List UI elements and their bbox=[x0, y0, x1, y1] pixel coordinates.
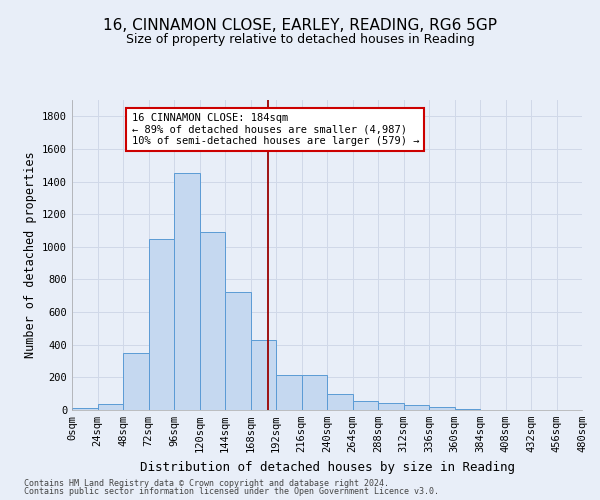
Bar bbox=[123, 353, 149, 410]
Bar bbox=[199, 232, 225, 410]
Text: 16 CINNAMON CLOSE: 184sqm
← 89% of detached houses are smaller (4,987)
10% of se: 16 CINNAMON CLOSE: 184sqm ← 89% of detac… bbox=[131, 113, 419, 146]
Text: Size of property relative to detached houses in Reading: Size of property relative to detached ho… bbox=[125, 32, 475, 46]
Bar bbox=[455, 409, 480, 410]
Bar bbox=[149, 238, 174, 410]
Bar bbox=[302, 375, 327, 410]
Bar bbox=[225, 292, 251, 410]
Text: Contains HM Land Registry data © Crown copyright and database right 2024.: Contains HM Land Registry data © Crown c… bbox=[24, 478, 389, 488]
Bar bbox=[353, 401, 378, 410]
Text: Contains public sector information licensed under the Open Government Licence v3: Contains public sector information licen… bbox=[24, 487, 439, 496]
Y-axis label: Number of detached properties: Number of detached properties bbox=[23, 152, 37, 358]
Bar bbox=[276, 375, 302, 410]
Bar bbox=[174, 174, 199, 410]
Bar bbox=[251, 340, 276, 410]
Bar bbox=[72, 408, 97, 410]
Bar bbox=[327, 394, 353, 410]
Bar bbox=[97, 404, 123, 410]
Bar bbox=[378, 402, 404, 410]
X-axis label: Distribution of detached houses by size in Reading: Distribution of detached houses by size … bbox=[139, 460, 515, 473]
Bar bbox=[429, 406, 455, 410]
Text: 16, CINNAMON CLOSE, EARLEY, READING, RG6 5GP: 16, CINNAMON CLOSE, EARLEY, READING, RG6… bbox=[103, 18, 497, 32]
Bar bbox=[404, 405, 429, 410]
